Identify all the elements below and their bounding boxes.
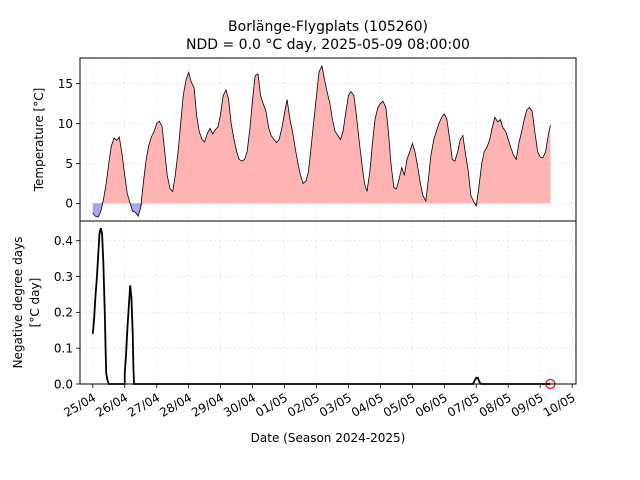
ndd-y-axis-label-line1: Negative degree days [11, 237, 25, 369]
temperature-y-axis-label: Temperature [°C] [32, 88, 46, 193]
temperature-y-ticks: 0 5 10 15 [58, 77, 80, 211]
temperature-ytick-label-1: 5 [65, 157, 73, 171]
ndd-y-axis-label-line2: [°C day] [28, 278, 42, 328]
ndd-line [91, 227, 551, 385]
x-axis-label: Date (Season 2024-2025) [251, 431, 406, 445]
temperature-ytick-label-0: 0 [65, 197, 73, 211]
ndd-y-ticks: 0.0 0.1 0.2 0.3 0.4 [54, 234, 80, 391]
temperature-panel: 0 5 10 15 Temperature [°C] [32, 57, 577, 222]
temperature-ytick-label-2: 10 [58, 117, 73, 131]
positive-temperature-area [92, 65, 551, 204]
ndd-ytick-label-4: 0.4 [54, 234, 73, 248]
ndd-ytick-label-3: 0.3 [54, 270, 73, 284]
temperature-line [92, 64, 551, 218]
ndd-ytick-label-1: 0.1 [54, 341, 73, 355]
ndd-panel-frame [79, 220, 577, 385]
ndd-ytick-label-2: 0.2 [54, 306, 73, 320]
chart-title-line2: NDD = 0.0 °C day, 2025-05-09 08:00:00 [186, 37, 470, 53]
chart-title-line1: Borlänge-Flygplats (105260) [228, 19, 428, 35]
negative-temperature-area [92, 203, 551, 218]
temperature-ytick-label-3: 15 [58, 77, 73, 91]
ndd-ytick-label-0: 0.0 [54, 377, 73, 391]
